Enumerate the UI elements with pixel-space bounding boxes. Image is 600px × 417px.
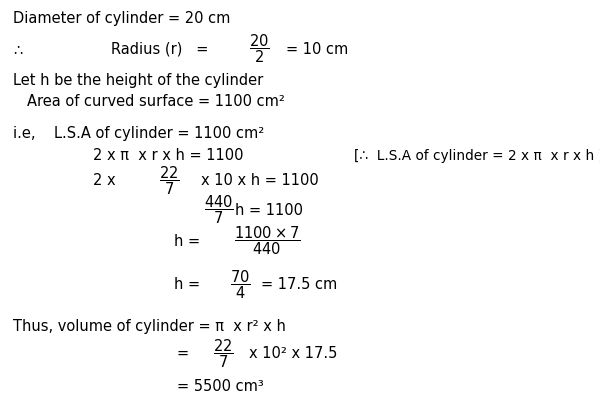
Text: [∴  L.S.A of cylinder = 2 x π  x r x h ]: [∴ L.S.A of cylinder = 2 x π x r x h ] — [354, 148, 600, 163]
Text: i.e,    L.S.A of cylinder = 1100 cm²: i.e, L.S.A of cylinder = 1100 cm² — [13, 126, 265, 141]
Text: $\dfrac{440}{7}$: $\dfrac{440}{7}$ — [204, 194, 234, 226]
Text: h =: h = — [174, 277, 200, 292]
Text: x 10² x 17.5: x 10² x 17.5 — [249, 346, 337, 361]
Text: =: = — [177, 346, 189, 361]
Text: h =: h = — [174, 234, 200, 249]
Text: $\dfrac{22}{7}$: $\dfrac{22}{7}$ — [213, 337, 233, 370]
Text: $\dfrac{22}{7}$: $\dfrac{22}{7}$ — [159, 164, 179, 197]
Text: $\dfrac{70}{4}$: $\dfrac{70}{4}$ — [230, 268, 250, 301]
Text: Thus, volume of cylinder = π  x r² x h: Thus, volume of cylinder = π x r² x h — [13, 319, 286, 334]
Text: = 17.5 cm: = 17.5 cm — [261, 277, 337, 292]
Text: Let h be the height of the cylinder: Let h be the height of the cylinder — [13, 73, 263, 88]
Text: Diameter of cylinder = 20 cm: Diameter of cylinder = 20 cm — [13, 11, 230, 26]
Text: Area of curved surface = 1100 cm²: Area of curved surface = 1100 cm² — [27, 94, 285, 109]
Text: 2 x: 2 x — [93, 173, 116, 188]
Text: = 10 cm: = 10 cm — [286, 42, 349, 57]
Text: 2 x π  x r x h = 1100: 2 x π x r x h = 1100 — [93, 148, 244, 163]
Text: h = 1100: h = 1100 — [235, 203, 303, 218]
Text: = 5500 cm³: = 5500 cm³ — [177, 379, 264, 394]
Text: Radius (r)   =: Radius (r) = — [111, 42, 208, 57]
Text: $\dfrac{20}{2}$: $\dfrac{20}{2}$ — [249, 33, 269, 65]
Text: ∴: ∴ — [13, 42, 22, 57]
Text: $\dfrac{1100 \times 7}{440}$: $\dfrac{1100 \times 7}{440}$ — [234, 225, 301, 257]
Text: x 10 x h = 1100: x 10 x h = 1100 — [201, 173, 319, 188]
